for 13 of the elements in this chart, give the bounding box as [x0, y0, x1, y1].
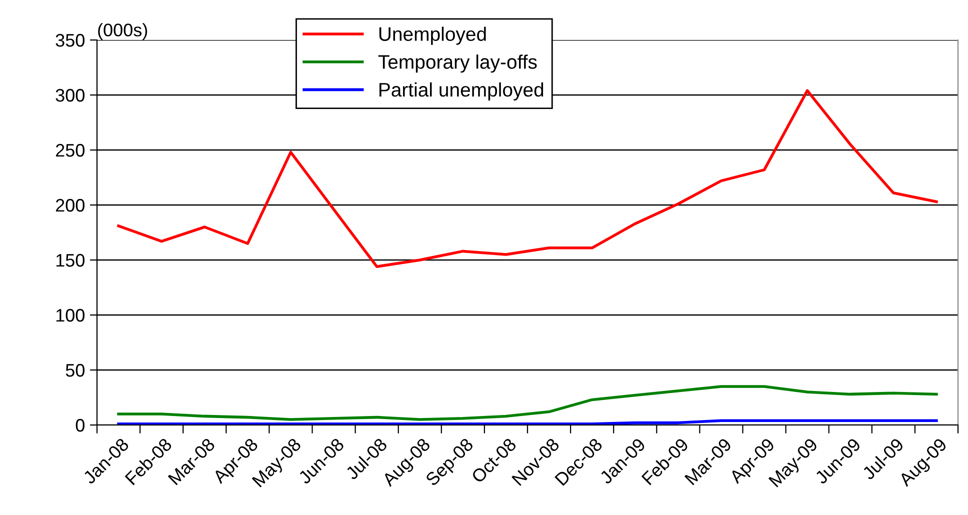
- y-tick-label: 300: [56, 88, 84, 102]
- y-tick-label: 100: [56, 308, 84, 322]
- y-tick-label: 250: [56, 144, 84, 157]
- legend-label: Unemployed: [379, 26, 486, 45]
- y-tick-label: 50: [66, 364, 84, 377]
- y-tick-label: 200: [56, 198, 84, 212]
- line-series: [117, 385, 938, 421]
- text: (000s): [98, 23, 148, 40]
- y-tick-label: 150: [56, 254, 84, 267]
- y-tick-label: 0: [76, 418, 84, 432]
- legend-label: Temporary lay-offs: [378, 54, 537, 73]
- legend-label: Partial unemployed: [379, 82, 544, 101]
- y-tick-label: 350: [56, 34, 84, 47]
